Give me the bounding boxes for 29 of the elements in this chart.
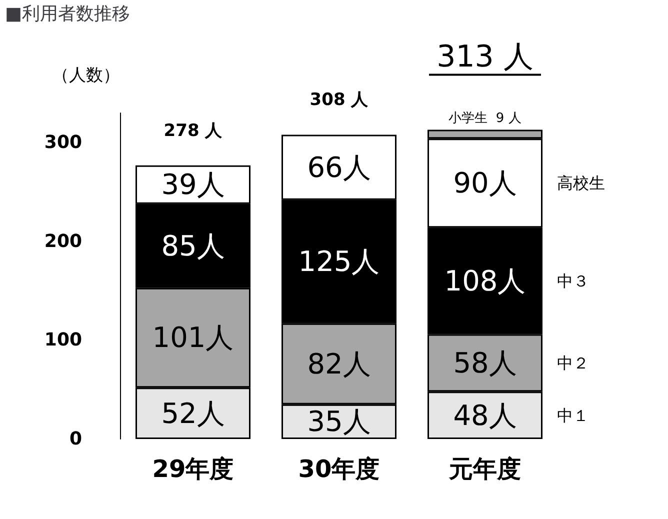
data-label: 82人 [307, 347, 371, 380]
data-label: 85人 [161, 229, 225, 262]
text: 小学生 9 人 [448, 110, 522, 126]
total-label: 313 人 [436, 39, 534, 74]
chart-title: ■利用者数推移 [5, 4, 130, 24]
x-tick-label: 元年度 [448, 455, 521, 483]
series-label: 中１ [557, 406, 589, 425]
data-label: 108人 [444, 264, 526, 298]
data-label: 58人 [453, 346, 517, 380]
data-label: 39人 [161, 168, 225, 202]
series-label: 中２ [557, 353, 589, 372]
y-axis-title: （人数） [52, 66, 120, 86]
data-label: 125人 [298, 245, 380, 278]
y-tick-label: 200 [44, 230, 82, 252]
total-label: 278 人 [164, 120, 224, 141]
data-label: 101人 [152, 321, 234, 354]
data-label: 90人 [453, 166, 517, 200]
x-tick-label: 29年度 [152, 455, 234, 483]
data-label: 66人 [307, 150, 371, 184]
y-tick-label: 0 [69, 428, 82, 450]
data-label: 35人 [307, 405, 371, 438]
series-label: 中３ [557, 271, 589, 290]
series-label: 高校生 [557, 174, 605, 193]
x-tick-label: 30年度 [298, 455, 380, 483]
data-label: 52人 [161, 396, 225, 430]
y-tick-label: 300 [44, 132, 82, 154]
y-tick-label: 100 [44, 330, 82, 351]
total-label: 308 人 [310, 90, 370, 110]
data-label: 48人 [453, 398, 517, 432]
